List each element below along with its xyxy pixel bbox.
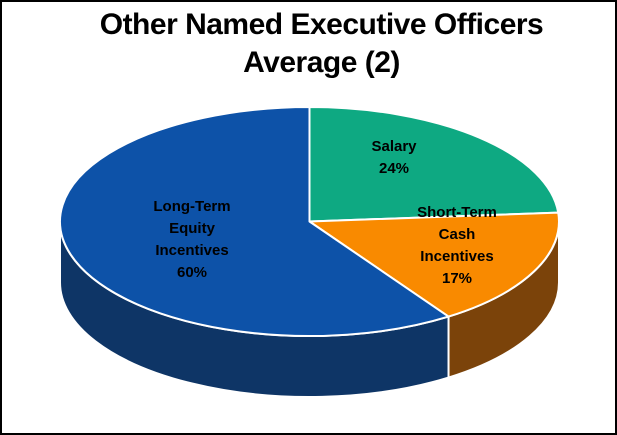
pie-slice-0 (308, 106, 560, 223)
chart-title-line1: Other Named Executive Officers (99, 8, 544, 41)
pie-slice-1 (308, 211, 560, 318)
pie-slice-2 (59, 106, 450, 337)
chart-title-line2: Average (2) (243, 46, 400, 79)
chart-title: Other Named Executive Officers Average (… (2, 6, 615, 82)
